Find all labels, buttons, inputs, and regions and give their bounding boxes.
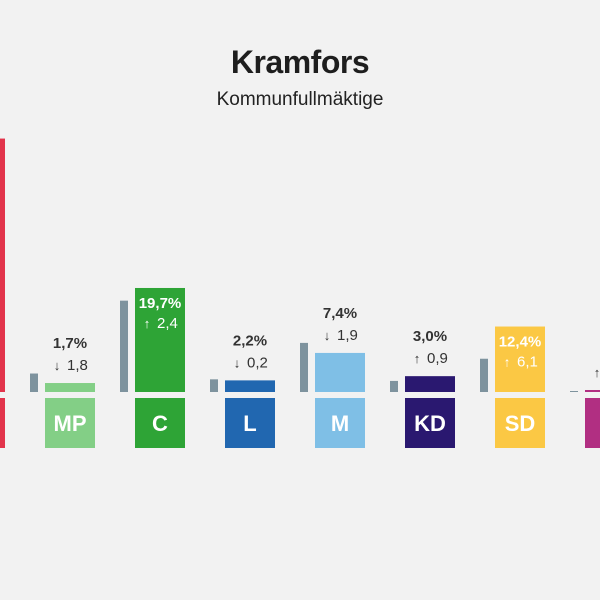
prev-bar	[120, 300, 128, 392]
prev-bar	[390, 380, 398, 392]
arrow-down-icon: ↓	[54, 358, 61, 373]
value-label: 3,0%	[413, 328, 447, 345]
party-tile	[45, 398, 95, 448]
party-group-sd: 12,4% ↑ 6,1 SD	[480, 326, 545, 448]
value-label: 12,4%	[499, 334, 542, 351]
prev-bar	[30, 373, 38, 392]
party-code-label: MP	[54, 411, 87, 436]
party-tile	[0, 398, 5, 448]
arrow-down-icon: ↓	[234, 355, 241, 370]
party-group-l: 2,2% ↓ 0,2 L	[210, 332, 275, 448]
change-label: 6,1	[517, 354, 538, 371]
chart-subtitle: Kommunfullmäktige	[216, 89, 384, 110]
party-group-m: 7,4% ↓ 1,9 M	[300, 305, 365, 448]
party-tile	[495, 398, 545, 448]
prev-bar	[210, 379, 218, 392]
party-tile	[585, 398, 600, 448]
change-label: 1,9	[337, 327, 358, 344]
arrow-up-icon: ↑	[144, 316, 151, 331]
party-group-c: 19,7% ↑ 2,4 C	[120, 287, 185, 448]
party-tile	[315, 398, 365, 448]
party-tile	[135, 398, 185, 448]
result-bar	[0, 138, 5, 392]
party-group-s: S	[0, 138, 5, 448]
prev-bar	[300, 342, 308, 392]
prev-bar	[480, 358, 488, 392]
party-tile	[405, 398, 455, 448]
party-code-label: SD	[505, 411, 536, 436]
prev-bar	[570, 391, 578, 392]
change-label: 1,8	[67, 357, 88, 374]
arrow-down-icon: ↓	[324, 328, 331, 343]
party-code-label: L	[243, 411, 256, 436]
result-bar	[135, 287, 185, 392]
party-code-label: C	[152, 411, 168, 436]
value-label: 7,4%	[323, 305, 357, 322]
change-label: 2,4	[157, 315, 178, 332]
arrow-up-icon: ↑	[414, 351, 421, 366]
change-label: 0,9	[427, 350, 448, 367]
arrow-up-icon: ↑	[504, 355, 511, 370]
value-label: 2,2%	[233, 332, 267, 349]
party-group-mp: 1,7% ↓ 1,8 MP	[30, 335, 95, 448]
result-bar	[585, 390, 600, 392]
result-bar	[405, 376, 455, 392]
result-bar	[315, 352, 365, 392]
result-bar	[45, 383, 95, 392]
party-tile	[225, 398, 275, 448]
party-group-v: 0↑V	[570, 365, 600, 448]
party-code-label: KD	[414, 411, 446, 436]
result-bar	[225, 380, 275, 392]
value-label: 1,7%	[53, 335, 87, 352]
party-group-kd: 3,0% ↑ 0,9 KD	[390, 328, 455, 448]
change-label: 0,2	[247, 354, 268, 371]
result-bar	[495, 326, 545, 392]
arrow-up-icon: ↑	[594, 365, 600, 380]
party-code-label: M	[331, 411, 349, 436]
chart-title: Kramfors	[230, 44, 370, 80]
value-label: 19,7%	[139, 295, 182, 312]
